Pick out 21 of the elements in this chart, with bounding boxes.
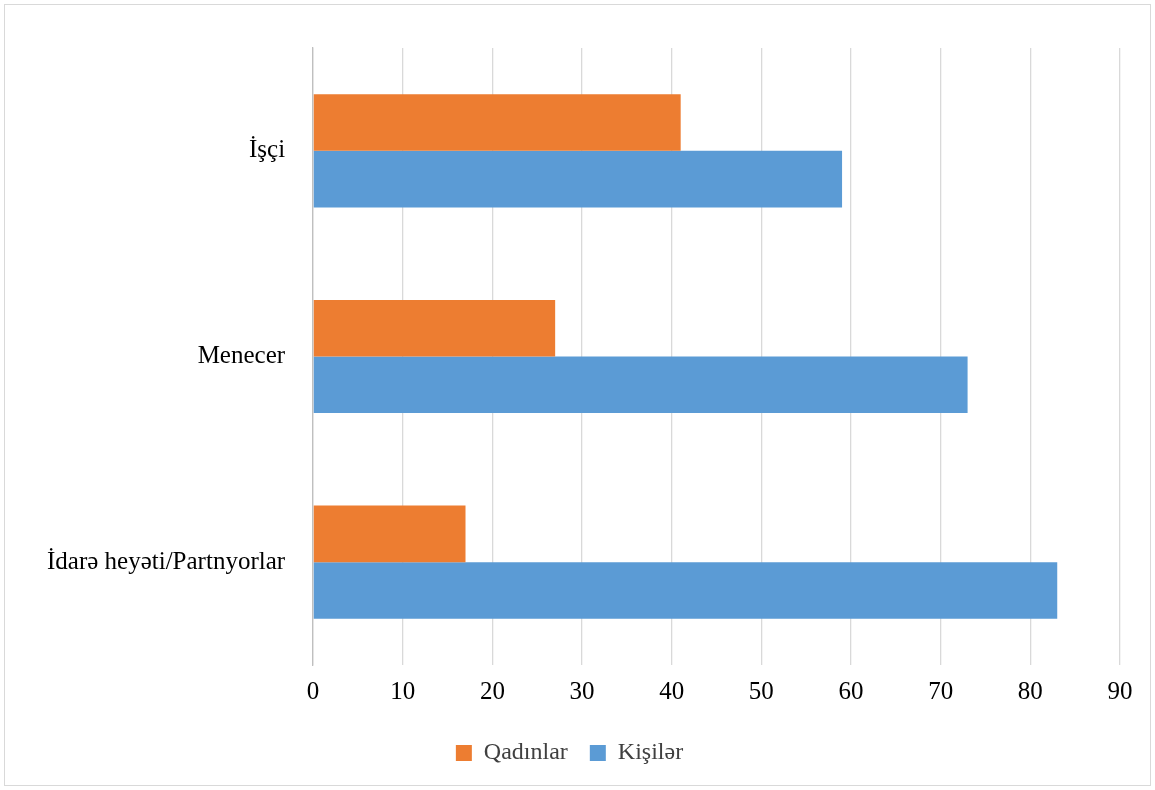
x-tick-label: 0 — [306, 676, 320, 704]
x-tick-label: 80 — [1017, 676, 1043, 704]
bar — [313, 562, 1058, 619]
x-tick-label: 40 — [659, 676, 685, 704]
bar — [313, 356, 968, 414]
bar — [313, 505, 466, 563]
x-tick-label: 60 — [838, 676, 864, 704]
bar — [313, 150, 843, 208]
bar — [313, 94, 681, 151]
x-tick-label: 50 — [748, 676, 774, 704]
y-tick-label: Menecer — [197, 341, 286, 369]
x-tick-label: 10 — [390, 676, 416, 704]
x-tick-label: 30 — [569, 676, 595, 704]
x-tick-label: 90 — [1107, 676, 1133, 704]
x-tick-label: 20 — [479, 676, 505, 704]
y-tick-label: İdarə heyəti/Partnyorlar — [46, 546, 286, 574]
bar — [313, 299, 556, 357]
legend-label: Qadınlar — [483, 738, 568, 765]
legend-label: Kişilər — [617, 738, 684, 765]
y-tick-label: İşçi — [248, 135, 286, 163]
x-tick-label: 70 — [928, 676, 954, 704]
